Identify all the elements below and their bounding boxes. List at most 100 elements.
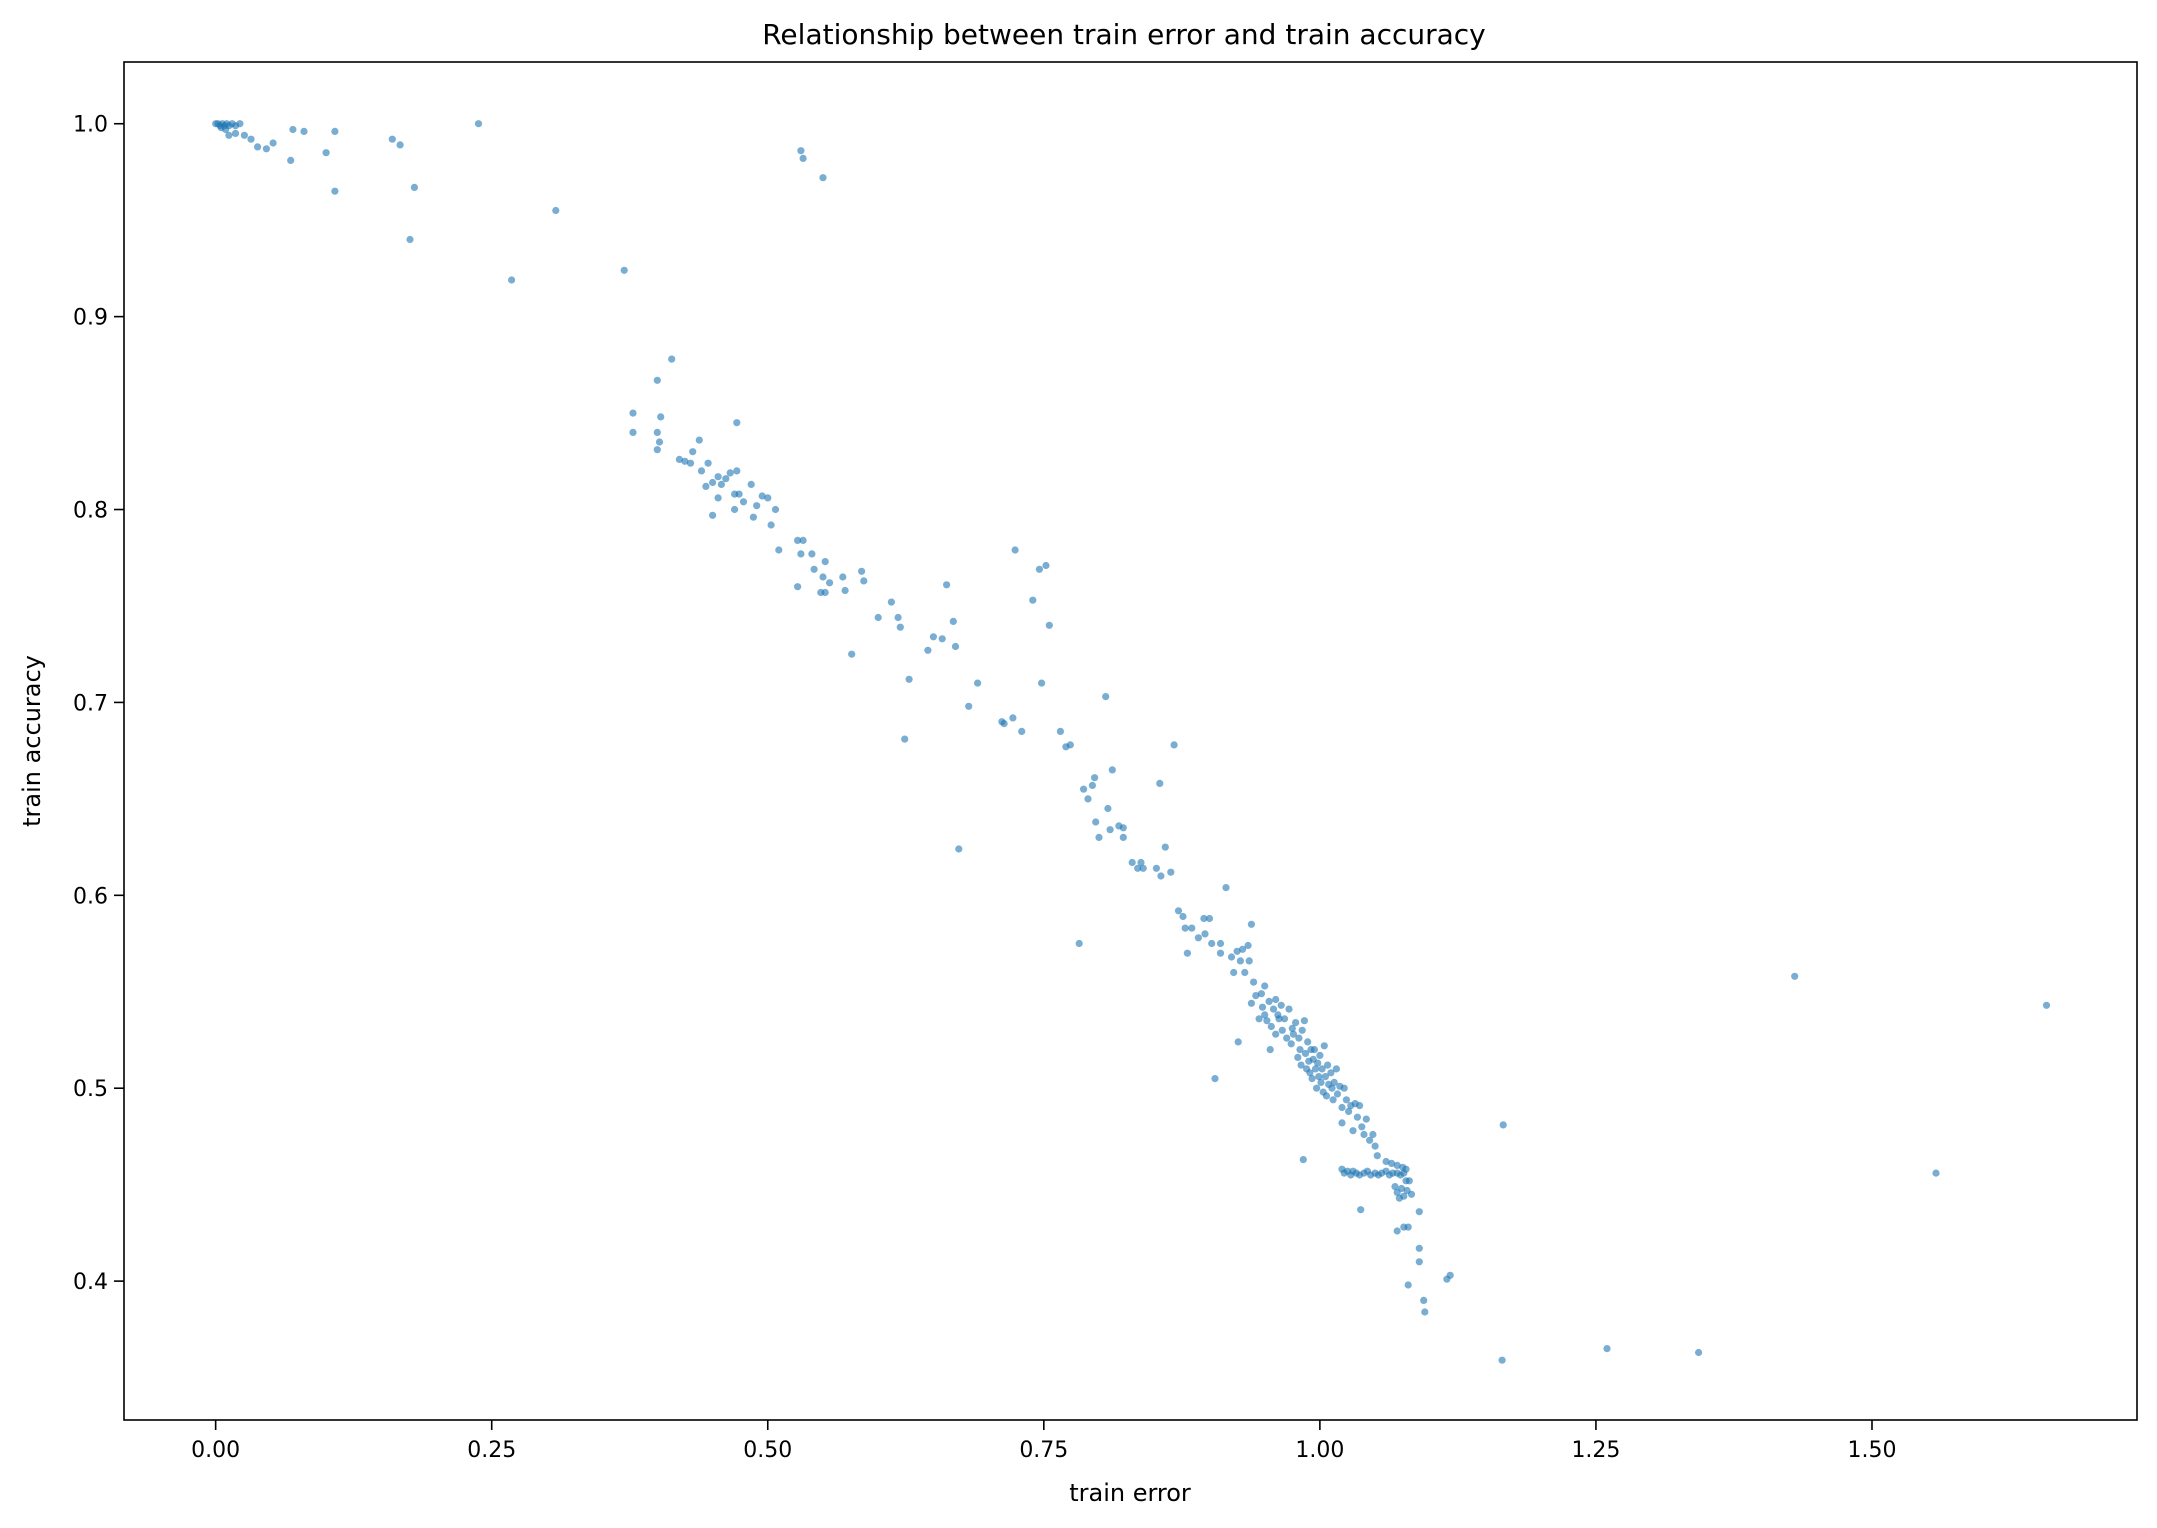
data-point	[1316, 1051, 1324, 1059]
data-point	[1257, 990, 1265, 998]
data-point	[714, 494, 722, 502]
data-point	[1161, 843, 1169, 851]
data-point	[686, 459, 695, 467]
data-point	[1170, 741, 1178, 749]
data-point	[1791, 972, 1799, 980]
data-point	[1371, 1142, 1379, 1150]
data-point	[1366, 1136, 1374, 1144]
data-point	[1277, 1001, 1285, 1009]
data-point	[331, 127, 339, 135]
data-point	[826, 579, 834, 587]
data-point	[1075, 939, 1083, 948]
data-point	[681, 457, 689, 465]
data-point	[1263, 1017, 1271, 1025]
data-point	[287, 156, 295, 164]
data-point	[1119, 833, 1127, 842]
data-point	[1245, 957, 1253, 965]
data-point	[929, 633, 938, 641]
data-point	[1362, 1115, 1370, 1123]
data-point	[1011, 546, 1019, 554]
x-tick-label: 0.25	[467, 1438, 516, 1463]
data-point	[269, 139, 277, 147]
data-point	[1330, 1078, 1338, 1086]
y-axis-ticks: 0.4 0.5 0.6 0.7 0.8 0.9 1.0	[73, 113, 124, 1295]
data-point	[702, 482, 710, 490]
x-tick-label: 1.00	[1295, 1438, 1344, 1463]
data-point	[254, 143, 262, 151]
data-point	[1296, 1046, 1304, 1054]
data-point	[1179, 912, 1187, 921]
data-point	[1278, 1026, 1286, 1034]
data-point	[322, 149, 330, 157]
data-point	[747, 480, 755, 488]
data-point	[1038, 679, 1046, 687]
data-point	[709, 478, 717, 487]
data-point	[797, 147, 805, 155]
data-point	[1360, 1130, 1368, 1139]
data-point	[1295, 1034, 1303, 1042]
data-point	[1265, 997, 1273, 1006]
data-point	[731, 505, 739, 514]
data-point	[1247, 999, 1255, 1007]
y-tick-label: 0.8	[73, 499, 108, 524]
data-point	[1283, 1034, 1291, 1042]
data-point	[1092, 818, 1100, 826]
data-point	[819, 573, 827, 581]
data-point	[1446, 1271, 1454, 1279]
data-point	[697, 467, 706, 475]
data-point	[396, 141, 404, 149]
data-point	[874, 613, 882, 622]
data-point	[236, 120, 244, 128]
x-axis-ticks: 0.00 0.25 0.50 0.75 1.00 1.25 1.50	[191, 1420, 1896, 1463]
data-point	[775, 546, 783, 554]
data-point	[1208, 939, 1216, 948]
data-point	[1357, 1206, 1365, 1214]
data-point	[247, 135, 255, 143]
data-point	[949, 617, 957, 626]
data-point	[797, 550, 805, 558]
data-point	[1000, 720, 1008, 728]
data-point	[1353, 1113, 1361, 1121]
data-point	[1211, 1075, 1219, 1083]
data-point	[810, 565, 818, 573]
data-point	[1308, 1075, 1316, 1083]
data-point	[808, 550, 816, 558]
data-point	[887, 598, 896, 606]
data-point	[1018, 727, 1026, 736]
data-point	[695, 436, 703, 444]
data-point	[848, 650, 856, 658]
data-point	[1415, 1208, 1423, 1216]
data-point	[1393, 1227, 1401, 1235]
data-point	[733, 467, 741, 475]
data-point	[1415, 1244, 1423, 1252]
data-point	[1216, 939, 1225, 948]
data-point	[714, 473, 722, 481]
data-point	[1317, 1078, 1325, 1086]
data-point	[1373, 1152, 1381, 1160]
data-point	[1102, 693, 1110, 701]
data-point	[1201, 930, 1209, 938]
data-point	[704, 459, 712, 467]
data-point	[1329, 1096, 1337, 1104]
data-point	[1321, 1073, 1329, 1081]
data-point	[1393, 1161, 1401, 1169]
data-point	[668, 355, 676, 363]
data-point	[1241, 968, 1249, 977]
data-point	[1318, 1065, 1326, 1073]
data-point	[1174, 907, 1183, 915]
data-point	[1275, 1015, 1283, 1023]
data-point	[767, 521, 775, 529]
data-point	[1398, 1184, 1406, 1193]
data-point	[231, 129, 240, 137]
data-point	[764, 494, 772, 502]
data-point	[1298, 1026, 1306, 1034]
data-point	[629, 409, 637, 417]
data-point	[1338, 1119, 1346, 1127]
data-point	[1009, 714, 1017, 722]
data-point	[1244, 941, 1252, 950]
data-point	[1297, 1061, 1305, 1069]
data-point	[1313, 1084, 1321, 1092]
data-point	[620, 266, 628, 274]
data-point	[1695, 1348, 1703, 1357]
